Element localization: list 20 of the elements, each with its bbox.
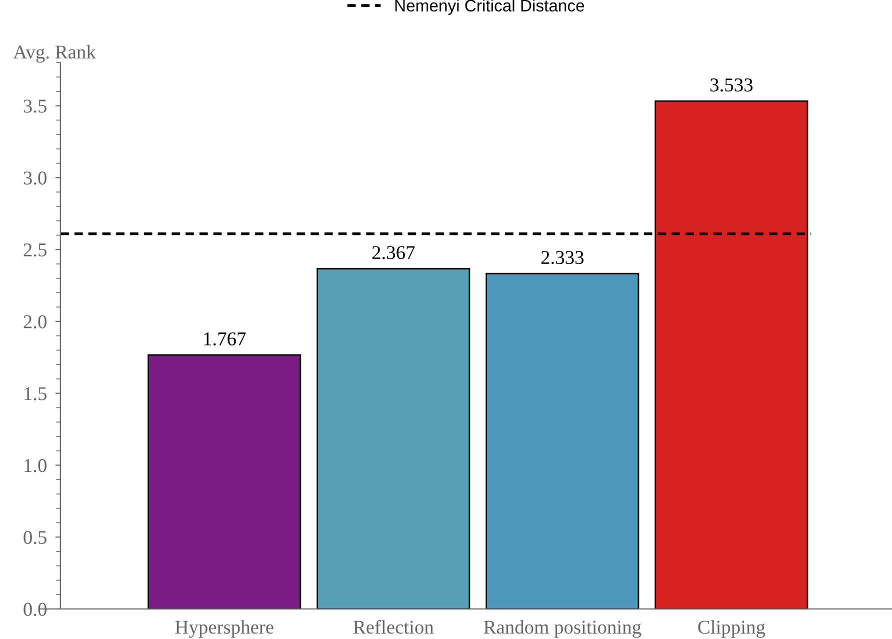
x-tick-label: Random positioning: [484, 620, 642, 638]
y-tick-label: 2.5: [24, 243, 46, 257]
x-tick-label: Hypersphere: [175, 620, 274, 638]
x-tick-label: Clipping: [698, 620, 766, 638]
bar: [148, 354, 302, 609]
y-tick-label: 1.0: [24, 459, 46, 472]
data-label: 1.767: [204, 332, 246, 346]
bar: [486, 272, 640, 609]
data-label: 2.333: [541, 250, 584, 264]
y-axis-title: Avg. Rank: [13, 44, 96, 63]
y-tick-label: 3.0: [24, 171, 46, 185]
data-label: 2.367: [372, 246, 415, 260]
bar: [316, 268, 470, 609]
y-tick-label: 0.0: [24, 602, 46, 616]
data-label: 3.533: [710, 78, 753, 92]
y-tick-label: 1.5: [24, 387, 46, 400]
y-tick-label: 0.5: [24, 530, 46, 544]
x-tick-label: Reflection: [353, 620, 434, 634]
y-tick-label: 2.0: [24, 315, 46, 328]
y-tick-label: 3.5: [24, 100, 46, 113]
